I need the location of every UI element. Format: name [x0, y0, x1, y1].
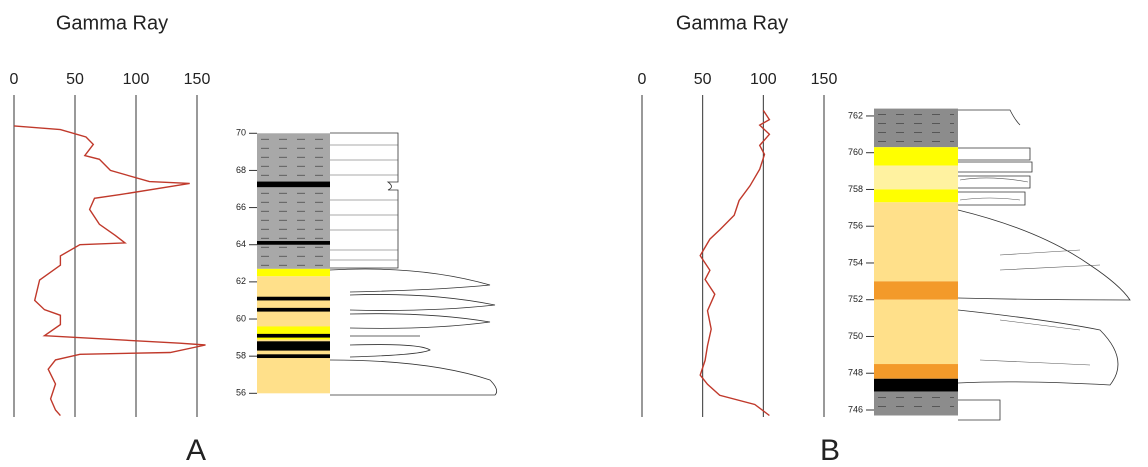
- x-tick-label: 0: [638, 71, 647, 88]
- depth-tick-label: 760: [848, 147, 863, 157]
- gamma-curve: [14, 126, 206, 416]
- panel-label: A: [186, 434, 206, 467]
- lithology-layer: [874, 379, 958, 392]
- x-tick-label: 150: [184, 71, 211, 88]
- lithology-layer: [874, 189, 958, 202]
- lithology-layer: [874, 147, 958, 165]
- x-tick-label: 150: [811, 71, 838, 88]
- lithology-layer: [874, 392, 958, 416]
- depth-tick-label: 756: [848, 221, 863, 231]
- chart-title: Gamma Ray: [56, 12, 168, 34]
- depth-tick-label: 62: [236, 276, 246, 286]
- depth-tick-label: 750: [848, 331, 863, 341]
- lithology-layer: [257, 182, 330, 188]
- depth-tick-label: 64: [236, 239, 246, 249]
- plots: 0 50 100 150 56 58 60 62 64 66 68 70 0 50 100 150 746 748…: [10, 71, 958, 417]
- lithology-layer: [257, 269, 330, 276]
- lithology-layer: [257, 297, 330, 301]
- depth-tick-label: 58: [236, 351, 246, 361]
- depth-tick-label: 752: [848, 294, 863, 304]
- panel-label: B: [820, 434, 840, 467]
- grain-profile: [330, 110, 1130, 420]
- depth-tick-label: 70: [236, 128, 246, 138]
- depth-tick-label: 746: [848, 404, 863, 414]
- gamma-curve: [700, 110, 769, 415]
- depth-tick-label: 60: [236, 313, 246, 323]
- lithology-layer: [874, 281, 958, 299]
- x-tick-label: 0: [10, 71, 19, 88]
- x-tick-label: 100: [123, 71, 150, 88]
- x-tick-label: 100: [750, 71, 777, 88]
- depth-tick-label: 754: [848, 257, 863, 267]
- depth-tick-label: 66: [236, 202, 246, 212]
- depth-tick-label: 748: [848, 368, 863, 378]
- chart-title: Gamma Ray: [676, 12, 788, 34]
- depth-tick-label: 68: [236, 165, 246, 175]
- x-tick-label: 50: [694, 71, 712, 88]
- lithology-layer: [874, 300, 958, 364]
- lithology-layer: [257, 334, 330, 338]
- lithology-layer: [874, 202, 958, 281]
- x-tick-label: 50: [66, 71, 84, 88]
- depth-tick-label: 762: [848, 110, 863, 120]
- lithology-layer: [257, 308, 330, 312]
- lithology-layer: [257, 341, 330, 350]
- lithology-layer: [257, 241, 330, 245]
- lithology-layer: [874, 166, 958, 190]
- figure: Gamma Ray Gamma Ray A B 0 50 100 150 56 58 60 6…: [0, 0, 1148, 467]
- depth-tick-label: 56: [236, 388, 246, 398]
- lithology-layer: [874, 364, 958, 379]
- lithology-layer: [257, 354, 330, 358]
- depth-tick-label: 758: [848, 184, 863, 194]
- lithology-layer: [257, 133, 330, 269]
